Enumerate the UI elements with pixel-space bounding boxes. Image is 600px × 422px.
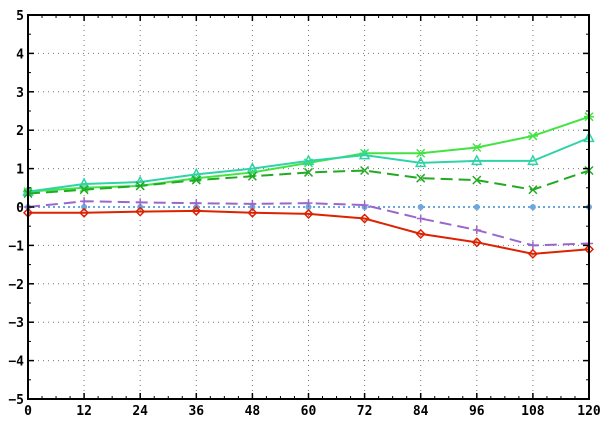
data-point	[472, 226, 481, 235]
data-point	[247, 207, 258, 218]
axes	[27, 14, 590, 400]
series-line	[28, 209, 590, 255]
data-point	[248, 199, 257, 208]
data-point	[246, 161, 259, 173]
data-point	[191, 175, 201, 185]
data-point	[359, 213, 370, 224]
data-point	[471, 237, 482, 248]
x-tick-label: 108	[521, 404, 545, 419]
x-tick-label: 84	[413, 404, 429, 419]
y-tick-label: 0	[16, 201, 24, 216]
data-point	[527, 131, 538, 141]
y-tick-label: 2	[16, 124, 24, 139]
data-point	[78, 177, 90, 189]
data-point	[527, 248, 538, 259]
x-tick-label: 48	[245, 404, 261, 419]
series-line	[27, 136, 590, 193]
y-tick-label: 4	[16, 47, 24, 62]
x-tick-label: 12	[76, 404, 92, 419]
series-layer	[22, 112, 595, 259]
x-tick-label: 120	[577, 404, 600, 419]
data-point	[191, 205, 202, 216]
data-point	[416, 173, 426, 183]
data-point	[302, 154, 315, 166]
x-tick-label: 96	[469, 404, 485, 419]
data-point	[528, 241, 537, 250]
y-tick-label: −1	[8, 239, 24, 254]
data-point	[79, 207, 90, 218]
data-point	[304, 199, 313, 208]
series-5	[22, 205, 595, 259]
data-point	[415, 228, 426, 239]
series-4	[24, 197, 593, 250]
data-point	[471, 154, 483, 166]
y-tick-label: 1	[16, 163, 24, 178]
data-point	[528, 185, 538, 195]
data-point	[81, 204, 88, 210]
y-tick-label: −2	[8, 278, 24, 293]
x-tick-label: 36	[188, 404, 204, 419]
data-point	[416, 214, 425, 223]
data-point	[190, 167, 203, 179]
data-point	[471, 142, 482, 153]
data-point	[303, 208, 314, 219]
data-point	[360, 165, 370, 176]
data-point	[135, 181, 145, 191]
data-point	[136, 198, 145, 207]
data-point	[247, 171, 257, 181]
x-tick-label: 60	[301, 404, 317, 419]
x-tick-label: 24	[132, 404, 148, 419]
data-point	[415, 148, 426, 158]
y-tick-label: 3	[16, 86, 24, 101]
y-tick-label: 5	[16, 9, 24, 24]
y-tick-label: −3	[8, 316, 24, 331]
y-tick-label: −4	[8, 355, 24, 370]
data-point	[358, 148, 371, 160]
data-point	[360, 201, 369, 210]
data-point	[414, 156, 427, 168]
data-point	[417, 204, 424, 210]
data-point	[303, 167, 314, 177]
x-tick-label: 0	[24, 404, 32, 419]
tick-labels: 0 12 24 36 48 60 72 84 96 108 120 5 4 3 2 1 0 −1 −2 −3 −4 −5	[8, 9, 600, 419]
data-point	[529, 204, 536, 210]
data-point	[135, 206, 146, 217]
x-tick-label: 72	[357, 404, 373, 419]
data-point	[473, 204, 480, 210]
data-point	[80, 197, 89, 206]
data-point	[79, 185, 89, 195]
data-point	[472, 175, 482, 185]
y-tick-label: −5	[8, 393, 24, 408]
data-point	[527, 154, 539, 166]
series-2	[23, 165, 594, 199]
